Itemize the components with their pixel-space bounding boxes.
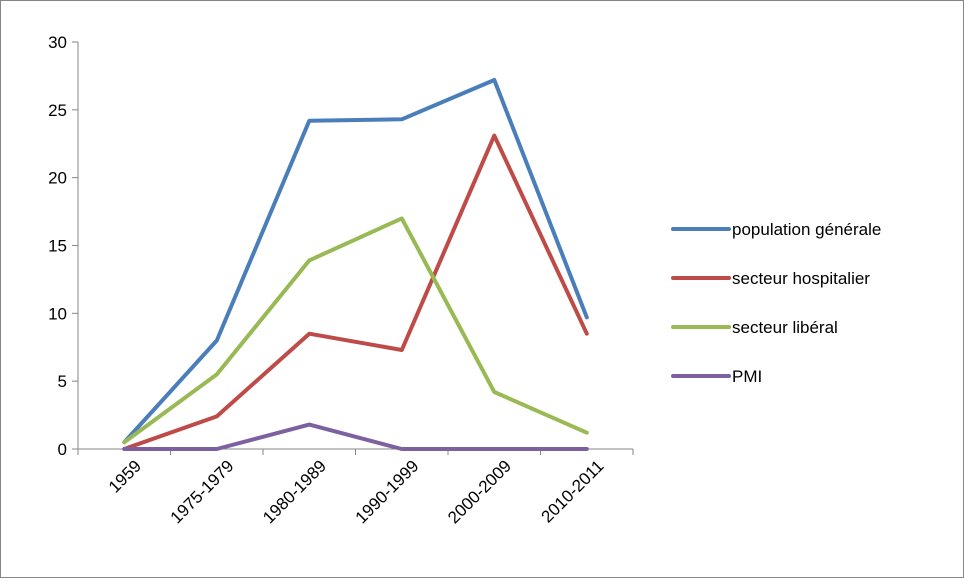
y-tick-label: 30 <box>48 33 67 52</box>
legend-label: population générale <box>732 220 881 239</box>
legend-label: secteur libéral <box>732 318 838 337</box>
y-tick-label: 5 <box>58 372 67 391</box>
series-line-3 <box>124 425 587 449</box>
series-line-0 <box>124 80 587 442</box>
y-tick-label: 10 <box>48 304 67 323</box>
x-tick-label: 1990-1999 <box>352 456 423 527</box>
legend-label: PMI <box>732 367 762 386</box>
x-axis: 1959 1975-1979 1980-1989 1990-1999 2000-2009… <box>78 449 633 527</box>
y-tick-label: 15 <box>48 237 67 256</box>
y-axis: 0 5 10 15 20 25 30 <box>48 33 78 459</box>
y-tick-label: 25 <box>48 101 67 120</box>
legend: population générale secteur hospitalier se… <box>673 220 881 386</box>
y-tick-label: 0 <box>58 440 67 459</box>
series-line-2 <box>124 218 587 442</box>
series-lines <box>124 80 587 449</box>
legend-label: secteur hospitalier <box>732 269 870 288</box>
x-tick-label: 1959 <box>105 456 145 496</box>
x-tick-label: 2000-2009 <box>444 456 515 527</box>
x-tick-label: 1980-1989 <box>259 456 330 527</box>
x-tick-label: 1975-1979 <box>167 456 238 527</box>
y-tick-label: 20 <box>48 169 67 188</box>
x-tick-label: 2010-2011 <box>538 456 608 526</box>
